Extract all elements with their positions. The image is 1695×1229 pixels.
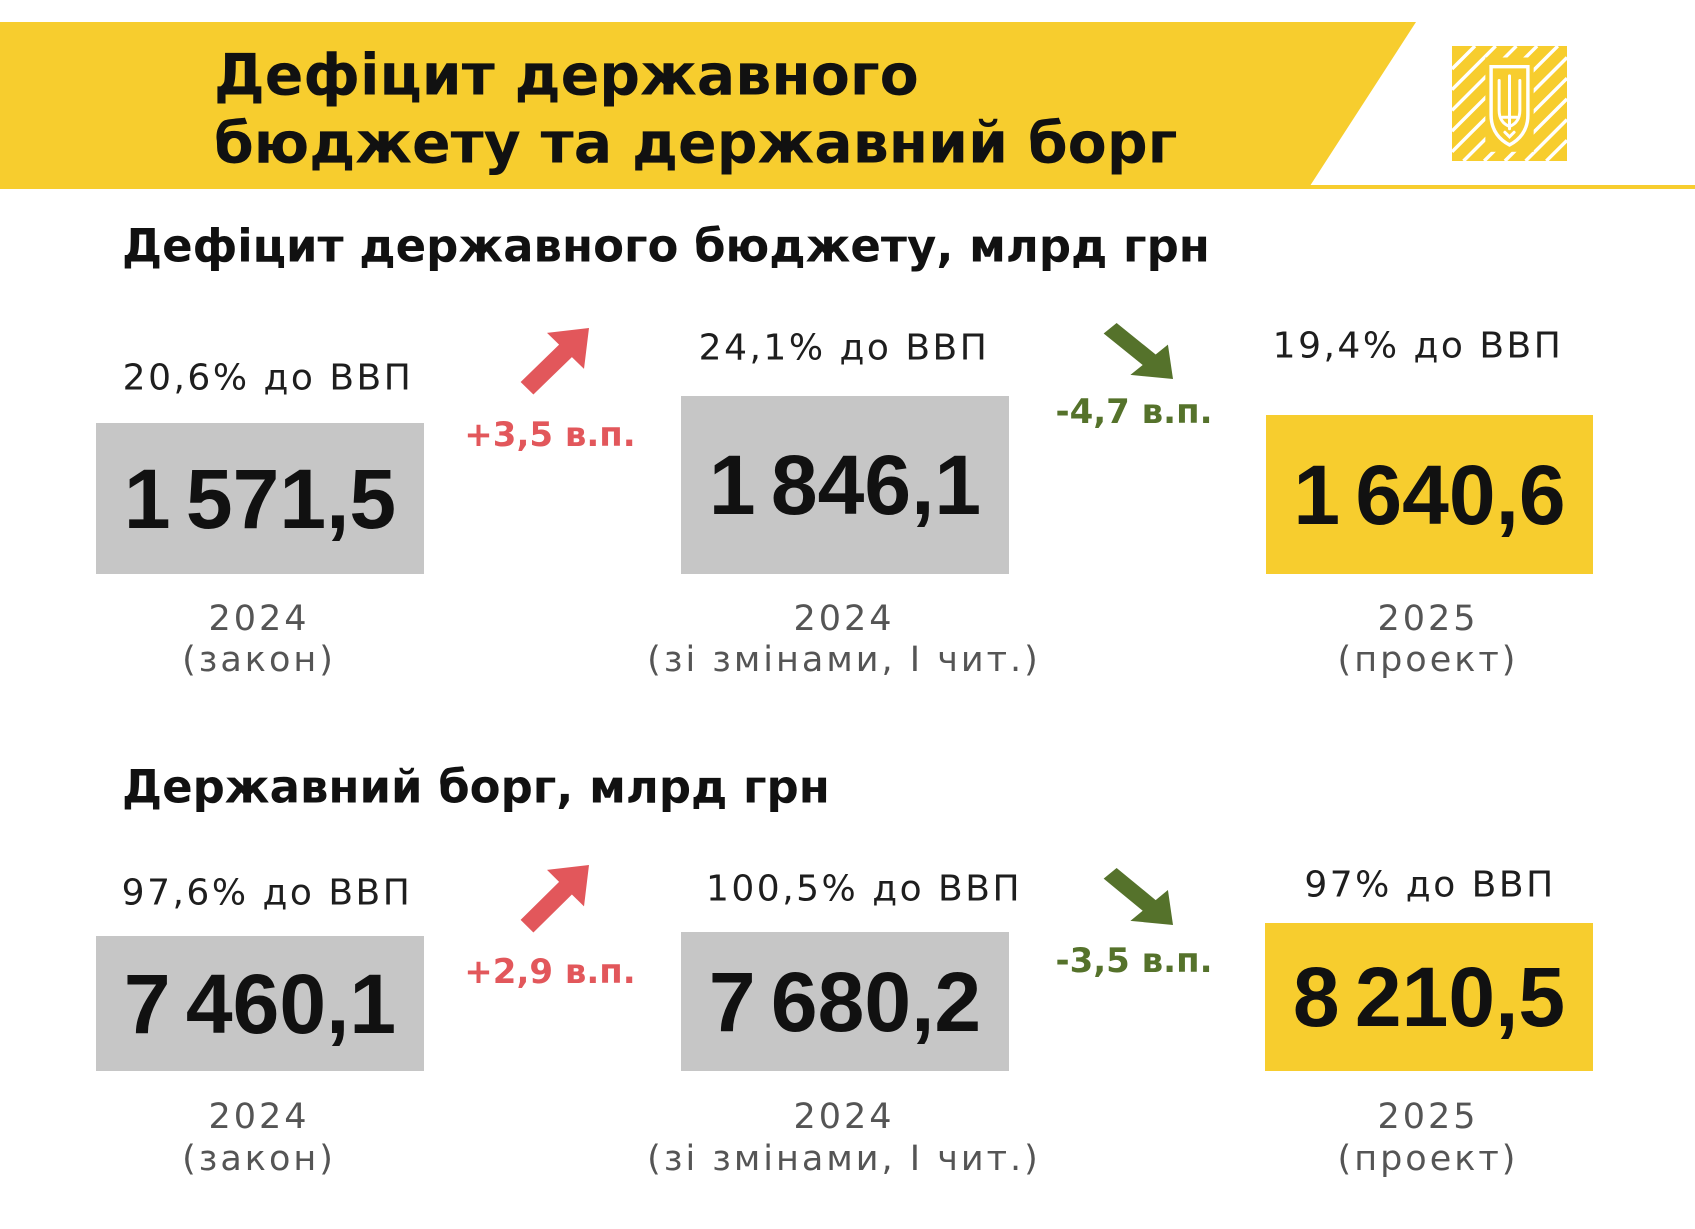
page-title-line-2: бюджету та державний борг — [214, 110, 1178, 177]
arrow-up-right-icon — [520, 865, 589, 933]
year-label: 2024 — [793, 1097, 895, 1137]
trident-emblem-icon — [1452, 46, 1567, 161]
section-heading: Державний борг, млрд грн — [122, 760, 830, 814]
gdp-share-label: 97% до ВВП — [1304, 864, 1556, 906]
year-label: 2025 — [1377, 1097, 1479, 1137]
gdp-share-label: 97,6% до ВВП — [121, 872, 413, 914]
change-increase-label: +2,9 в.п. — [464, 952, 636, 992]
gdp-share-label: 19,4% до ВВП — [1272, 325, 1564, 367]
arrow-down-right-icon — [1103, 868, 1173, 925]
value-amount: 7 680,2 — [708, 954, 982, 1049]
value-box: 1 846,1 — [681, 396, 1009, 574]
change-increase-label: +3,5 в.п. — [464, 415, 636, 455]
change-decrease-label: -4,7 в.п. — [1055, 392, 1213, 432]
page-title-line-1: Дефіцит державного — [214, 42, 919, 109]
status-label: (проект) — [1337, 1139, 1519, 1179]
value-box: 7 680,2 — [681, 932, 1009, 1071]
header-banner — [0, 22, 1695, 189]
value-amount: 8 210,5 — [1292, 950, 1566, 1044]
status-label: (закон) — [182, 1139, 336, 1179]
section-heading: Дефіцит державного бюджету, млрд грн — [122, 219, 1210, 273]
status-label: (зі змінами, І чит.) — [647, 1139, 1041, 1179]
year-label: 2024 — [208, 1097, 310, 1137]
year-label: 2025 — [1377, 599, 1479, 639]
year-label: 2024 — [208, 599, 310, 639]
value-box: 8 210,5 — [1265, 923, 1593, 1071]
change-decrease-label: -3,5 в.п. — [1055, 941, 1213, 981]
value-box: 1 571,5 — [96, 423, 424, 574]
year-label: 2024 — [793, 599, 895, 639]
value-amount: 1 846,1 — [708, 438, 982, 532]
status-label: (закон) — [182, 640, 336, 680]
status-label: (зі змінами, І чит.) — [647, 640, 1041, 680]
value-box: 7 460,1 — [96, 936, 424, 1071]
value-amount: 1 640,6 — [1293, 447, 1566, 542]
value-amount: 1 571,5 — [123, 451, 397, 546]
status-label: (проект) — [1337, 640, 1519, 680]
arrow-up-right-icon — [520, 328, 589, 395]
value-box: 1 640,6 — [1266, 415, 1593, 574]
gdp-share-label: 20,6% до ВВП — [122, 357, 414, 399]
gdp-share-label: 24,1% до ВВП — [698, 327, 990, 369]
value-amount: 7 460,1 — [123, 956, 397, 1051]
arrow-down-right-icon — [1103, 322, 1173, 379]
gdp-share-label: 100,5% до ВВП — [705, 868, 1023, 910]
